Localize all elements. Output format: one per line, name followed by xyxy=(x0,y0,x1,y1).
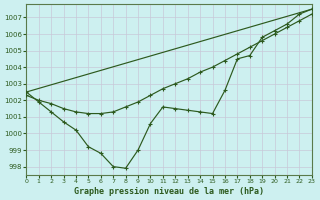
X-axis label: Graphe pression niveau de la mer (hPa): Graphe pression niveau de la mer (hPa) xyxy=(74,187,264,196)
